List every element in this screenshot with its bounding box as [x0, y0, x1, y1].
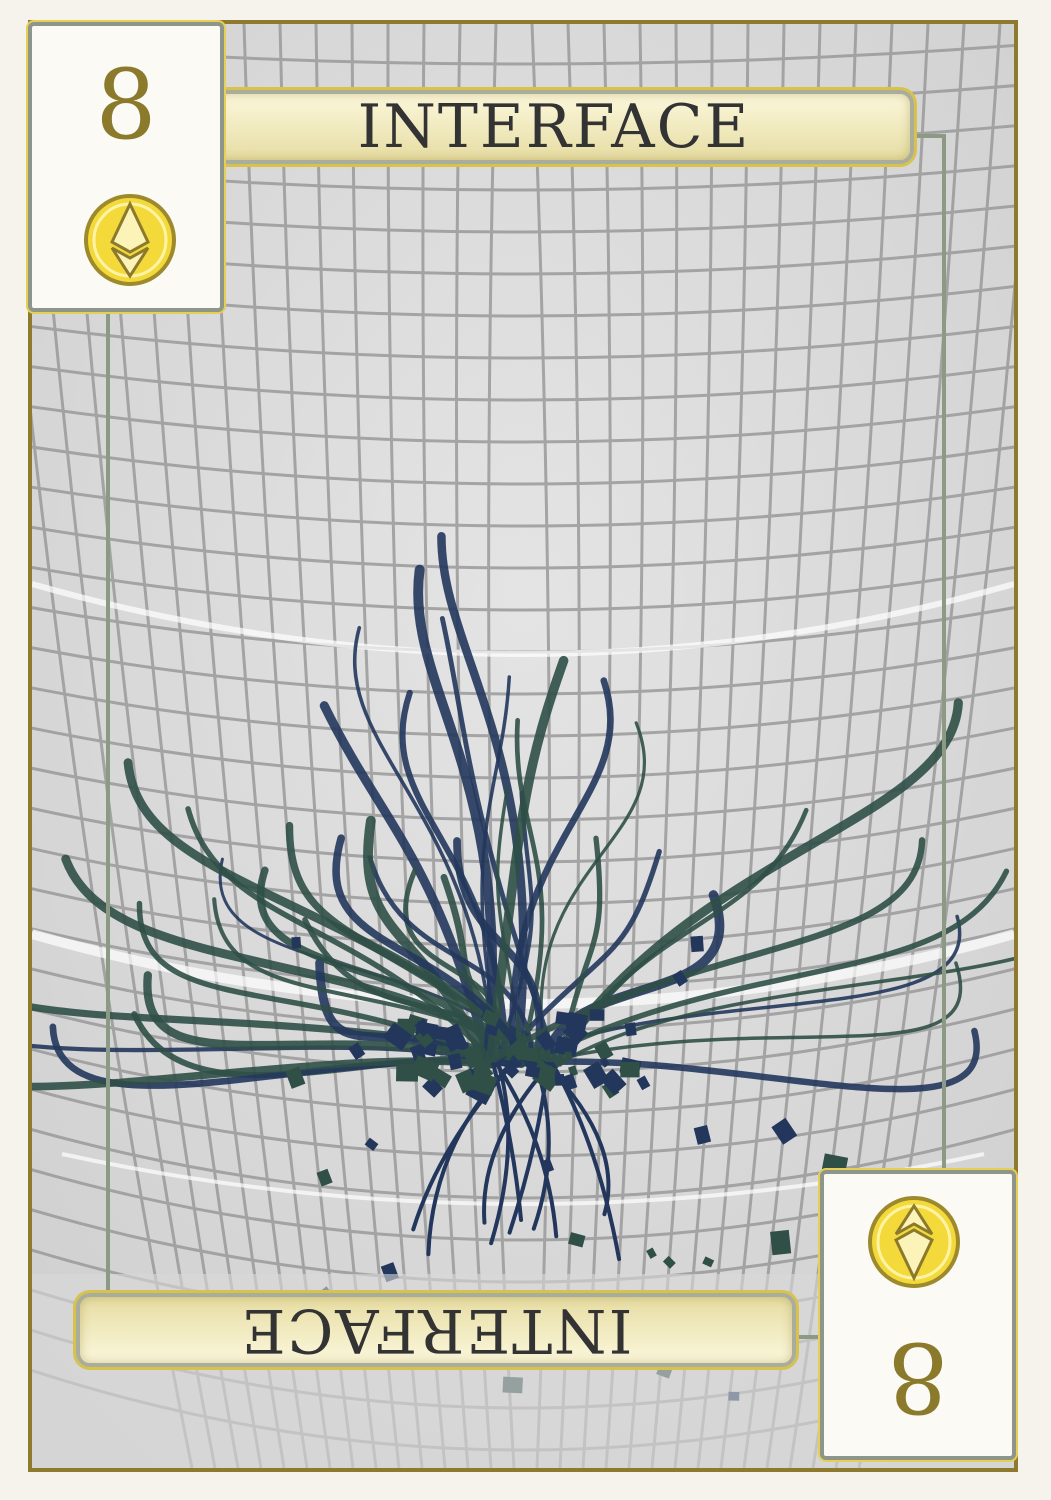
title-banner-bottom: INTERFACE: [76, 1293, 796, 1367]
corner-index-top: 8: [28, 22, 224, 312]
ethereum-coin-icon: [84, 194, 176, 286]
rank-label-bottom: 8: [887, 1321, 949, 1433]
root-network: [32, 532, 1014, 1262]
corner-index-bottom: 8: [820, 1170, 1016, 1460]
title-banner-top: INTERFACE: [194, 90, 914, 164]
ethereum-coin-icon: [868, 1196, 960, 1288]
inner-frame: [106, 134, 946, 1339]
card-title-top: INTERFACE: [357, 92, 751, 162]
card-title-bottom: INTERFACE: [239, 1295, 633, 1365]
rank-label-top: 8: [95, 49, 157, 161]
